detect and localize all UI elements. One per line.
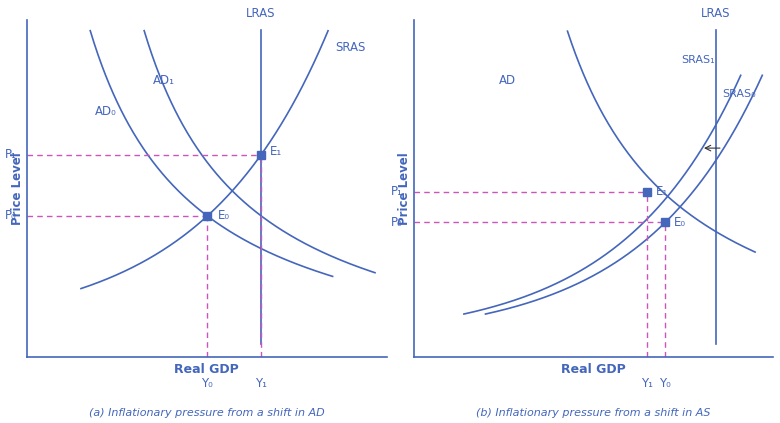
Text: AD₁: AD₁ (153, 74, 175, 87)
Y-axis label: Price Level: Price Level (11, 152, 24, 225)
Text: SRAS: SRAS (335, 41, 366, 54)
Text: (b) Inflationary pressure from a shift in AS: (b) Inflationary pressure from a shift i… (476, 408, 711, 418)
Text: Y₀: Y₀ (201, 377, 213, 390)
Text: SRAS₀: SRAS₀ (723, 89, 757, 99)
Y-axis label: Price Level: Price Level (398, 152, 411, 225)
Text: P₁: P₁ (5, 148, 16, 161)
Text: Y₁: Y₁ (641, 377, 653, 390)
X-axis label: Real GDP: Real GDP (175, 363, 239, 376)
Text: P₀: P₀ (392, 216, 402, 229)
Text: AD: AD (498, 74, 516, 87)
Text: E₀: E₀ (674, 216, 686, 229)
Text: Y₁: Y₁ (255, 377, 267, 390)
Text: E₁: E₁ (270, 145, 282, 158)
Text: (a) Inflationary pressure from a shift in AD: (a) Inflationary pressure from a shift i… (89, 408, 324, 418)
Text: AD₀: AD₀ (95, 104, 117, 118)
Text: Y₀: Y₀ (659, 377, 671, 390)
X-axis label: Real GDP: Real GDP (561, 363, 626, 376)
Text: SRAS₁: SRAS₁ (682, 55, 715, 66)
Text: E₁: E₁ (656, 185, 668, 198)
Text: E₀: E₀ (218, 209, 229, 222)
Text: LRAS: LRAS (246, 7, 275, 20)
Text: LRAS: LRAS (700, 7, 730, 20)
Text: P₀: P₀ (5, 209, 16, 222)
Text: P₁: P₁ (391, 185, 402, 198)
